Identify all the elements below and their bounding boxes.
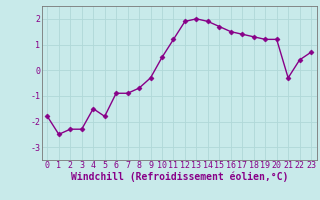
X-axis label: Windchill (Refroidissement éolien,°C): Windchill (Refroidissement éolien,°C) [70, 172, 288, 182]
